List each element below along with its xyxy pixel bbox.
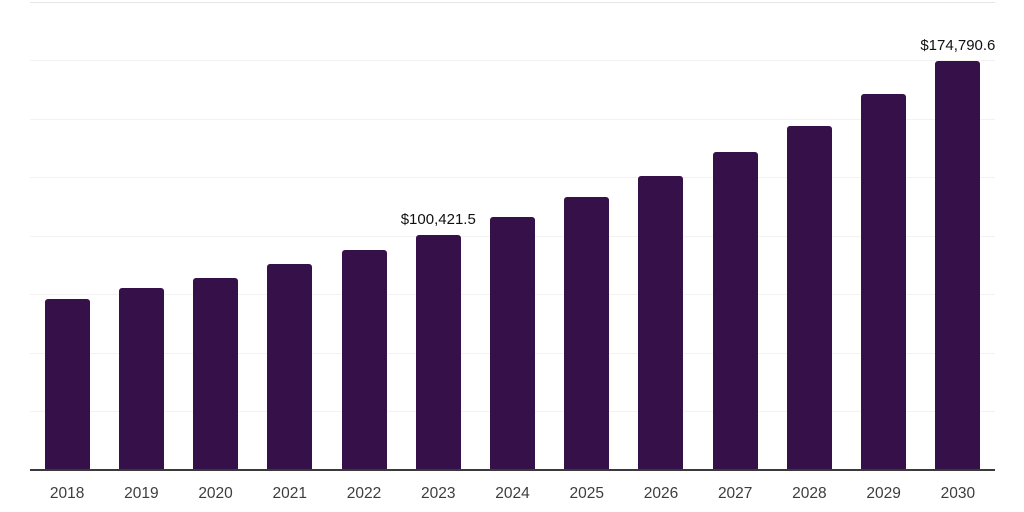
bar-2025 xyxy=(564,196,610,470)
bar-2019 xyxy=(118,287,164,470)
x-tick-label-2025: 2025 xyxy=(569,485,604,502)
x-tick-label-2024: 2024 xyxy=(495,485,530,502)
gridline xyxy=(30,177,995,178)
bar-2029 xyxy=(861,93,907,470)
bar-value-label-2023: $100,421.5 xyxy=(400,211,476,228)
gridline xyxy=(30,118,995,120)
x-tick-label-2023: 2023 xyxy=(421,485,456,502)
bar-2018 xyxy=(44,299,90,470)
x-tick-label-2030: 2030 xyxy=(940,485,976,502)
x-tick-label-2027: 2027 xyxy=(717,485,753,502)
x-tick-label-2020: 2020 xyxy=(198,485,233,502)
x-tick-label-2026: 2026 xyxy=(643,485,679,502)
x-tick-label-2019: 2019 xyxy=(124,485,159,502)
x-tick-label-2022: 2022 xyxy=(346,485,382,502)
x-axis-line xyxy=(30,469,995,471)
bar-2023 xyxy=(415,235,461,470)
bar-value-label-2030: $174,790.6 xyxy=(920,36,996,54)
x-tick-label-2029: 2029 xyxy=(866,485,901,502)
x-tick-label-2018: 2018 xyxy=(49,485,85,502)
bar-2021 xyxy=(267,264,313,470)
x-tick-label-2028: 2028 xyxy=(792,485,827,502)
gridline xyxy=(30,1,995,3)
bar-2022 xyxy=(341,250,387,470)
bar-2024 xyxy=(490,217,535,470)
bar-2027 xyxy=(712,151,758,470)
bar-2026 xyxy=(638,176,684,470)
bar-2028 xyxy=(786,126,832,470)
x-tick-label-2021: 2021 xyxy=(272,485,308,502)
bar-2030 xyxy=(935,60,981,470)
gridline xyxy=(30,60,995,61)
bar-2020 xyxy=(193,278,239,470)
